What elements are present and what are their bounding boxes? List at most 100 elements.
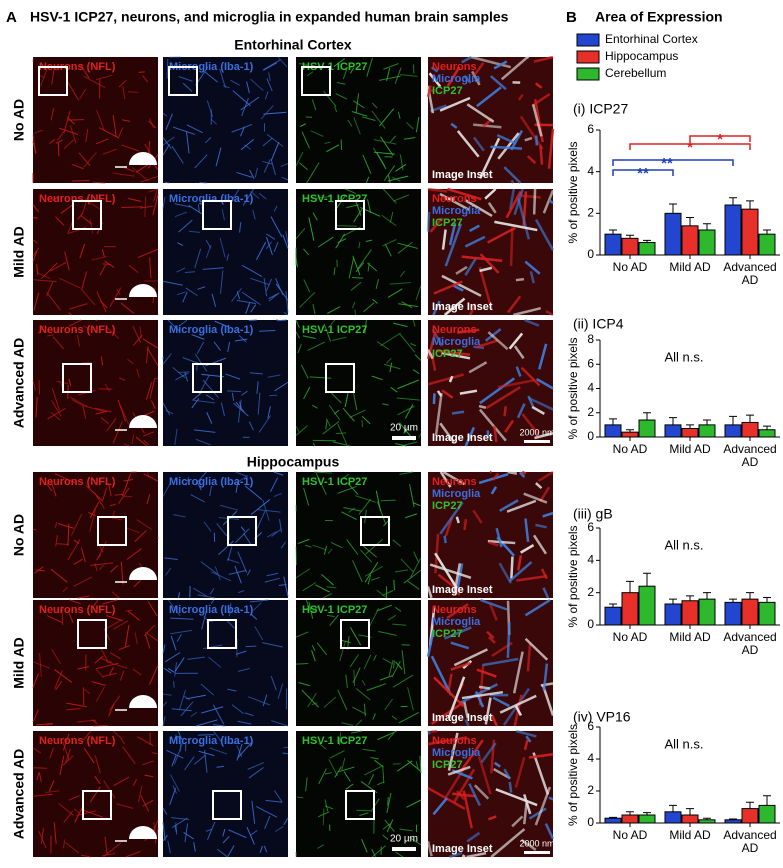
texture <box>51 400 62 417</box>
texture <box>363 703 366 717</box>
texture <box>459 683 498 704</box>
texture <box>240 526 246 532</box>
texture <box>426 212 431 232</box>
texture <box>461 55 473 64</box>
texture <box>219 270 224 294</box>
texture <box>263 159 271 173</box>
texture <box>509 227 514 267</box>
texture <box>392 674 414 688</box>
bar <box>741 808 759 824</box>
texture <box>307 71 314 77</box>
texture <box>162 402 171 416</box>
texture <box>266 572 279 577</box>
texture <box>139 205 154 209</box>
texture <box>401 301 413 309</box>
texture <box>427 373 464 386</box>
texture <box>100 417 109 424</box>
texture <box>397 111 401 119</box>
brain-icon <box>129 152 157 165</box>
texture <box>99 657 113 664</box>
texture <box>378 630 397 636</box>
texture <box>63 139 75 150</box>
texture <box>149 665 159 685</box>
texture <box>322 592 333 599</box>
texture <box>479 137 501 179</box>
texture <box>542 663 549 691</box>
texture <box>80 288 96 306</box>
texture <box>516 574 548 582</box>
texture <box>355 719 363 727</box>
texture <box>118 79 127 88</box>
texture <box>95 407 112 413</box>
texture <box>40 828 44 844</box>
texture <box>341 511 357 521</box>
texture <box>376 589 387 598</box>
texture <box>521 470 527 475</box>
texture <box>349 409 366 419</box>
texture <box>378 75 401 81</box>
texture <box>492 696 510 708</box>
texture <box>36 723 53 726</box>
y-tick-label: 2 <box>587 206 594 220</box>
channel-label: Neurons (NFL) <box>39 324 116 336</box>
texture <box>285 231 289 244</box>
panel-label: B <box>566 9 577 26</box>
texture <box>78 152 91 167</box>
texture <box>283 311 289 316</box>
texture <box>430 701 464 725</box>
texture <box>383 165 395 181</box>
texture <box>466 103 495 123</box>
texture <box>311 650 316 662</box>
roi-box <box>168 66 198 96</box>
texture <box>312 212 318 221</box>
texture <box>326 586 337 589</box>
texture <box>125 850 141 858</box>
texture <box>444 223 463 267</box>
texture <box>212 724 225 727</box>
chart-title: (ii) ICP4 <box>573 316 624 332</box>
legend-label: Entorhinal Cortex <box>605 32 698 46</box>
texture <box>125 609 133 612</box>
texture <box>109 652 121 660</box>
texture <box>162 834 168 842</box>
inset-channel-label: ICP27 <box>432 217 463 229</box>
texture <box>39 653 42 677</box>
section-title: Hippocampus <box>247 454 340 470</box>
texture <box>67 119 84 121</box>
error-bar <box>626 811 634 815</box>
texture <box>214 566 221 581</box>
texture <box>395 164 407 172</box>
texture <box>211 118 217 125</box>
texture <box>525 735 532 743</box>
inset-channel-label: ICP27 <box>432 85 463 97</box>
texture <box>68 378 72 387</box>
texture <box>165 409 174 415</box>
texture <box>439 422 455 443</box>
scale-bar-label: 20 µm <box>390 834 418 845</box>
texture <box>382 589 394 597</box>
texture <box>346 539 359 555</box>
texture <box>376 604 392 612</box>
texture <box>517 198 531 240</box>
texture <box>222 85 230 89</box>
texture <box>49 139 55 145</box>
texture <box>528 753 554 759</box>
texture <box>332 441 351 447</box>
inset-channel-label: Microglia <box>432 205 481 217</box>
texture <box>54 473 76 484</box>
texture <box>121 144 139 152</box>
texture <box>382 766 385 784</box>
texture <box>184 271 195 273</box>
texture <box>498 562 512 584</box>
texture <box>206 412 213 424</box>
texture <box>266 237 273 256</box>
texture <box>301 689 319 708</box>
texture <box>376 152 387 170</box>
texture <box>91 719 98 724</box>
texture <box>222 828 226 837</box>
texture <box>236 171 253 178</box>
texture <box>142 760 154 766</box>
texture <box>283 576 289 597</box>
texture <box>409 836 422 846</box>
error-bar <box>703 817 711 820</box>
